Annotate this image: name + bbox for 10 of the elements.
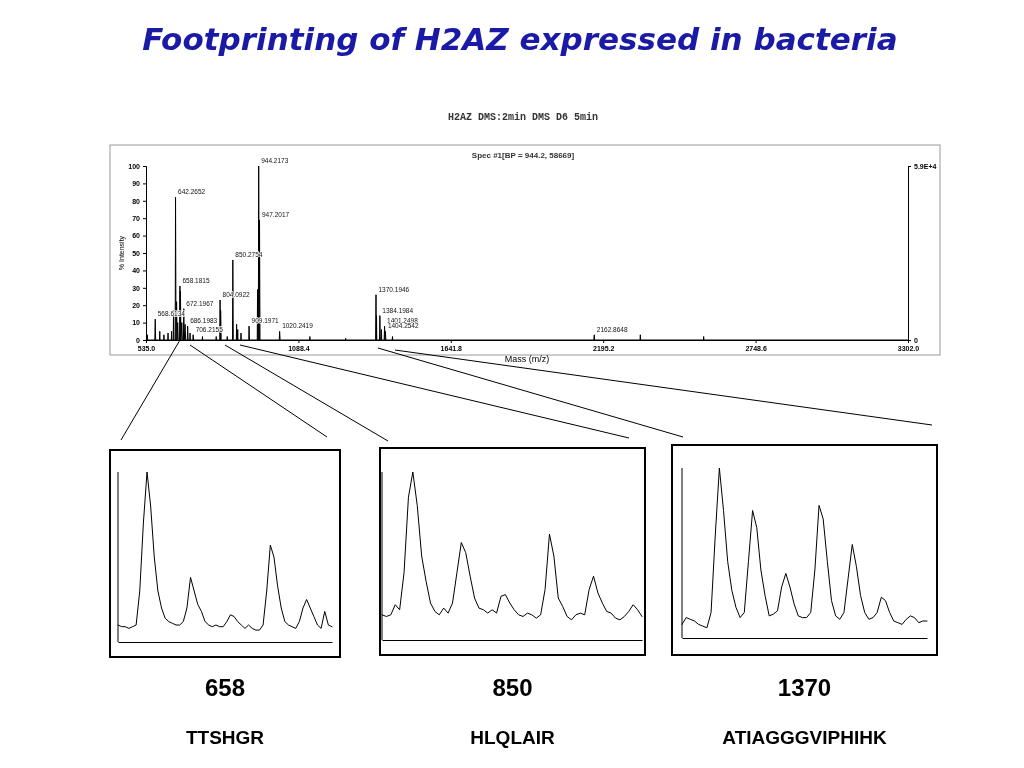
text: 850 xyxy=(492,674,533,701)
chart-subtitle: H2AZ DMS:2min DMS D6 5min xyxy=(447,112,599,123)
text: Spec #1[BP = 944.2, 58669] xyxy=(471,151,575,160)
text: ATIAGGGVIPHIHK xyxy=(722,727,887,748)
x-axis-title: Mass (m/z) xyxy=(504,354,550,364)
text: 1370 xyxy=(777,674,832,701)
text: TTSHGR xyxy=(185,727,265,748)
text: 658 xyxy=(204,674,246,701)
chart-title: Footprinting of H2AZ expressed in bacteria xyxy=(142,21,898,57)
text: HLQLAIR xyxy=(470,727,555,748)
